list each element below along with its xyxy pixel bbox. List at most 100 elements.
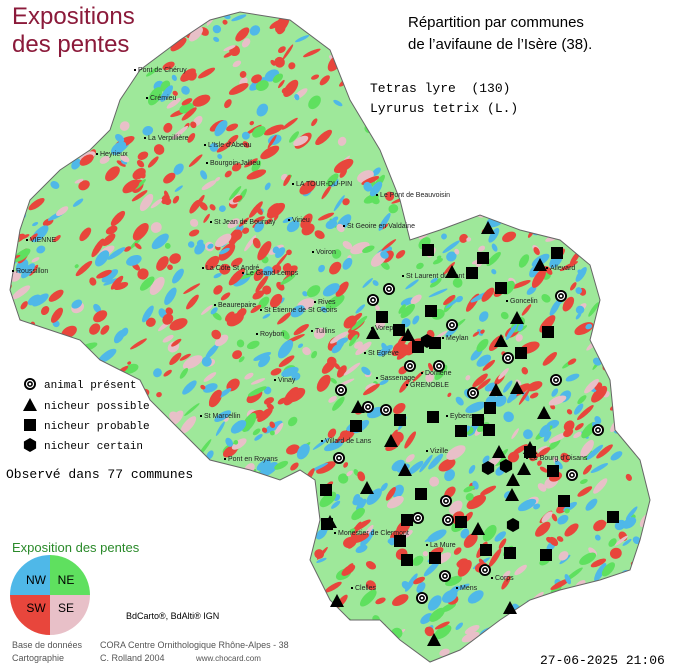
terrain-patch	[48, 289, 64, 302]
place-label: Rives	[318, 299, 336, 306]
terrain-patch	[630, 250, 646, 262]
terrain-patch	[500, 167, 513, 180]
terrain-patch	[171, 74, 177, 81]
place-label: LA TOUR-DU-PIN	[296, 181, 352, 188]
terrain-patch	[661, 329, 673, 342]
place-label: VIENNE	[30, 237, 56, 244]
terrain-patch	[548, 395, 567, 406]
terrain-patch	[442, 589, 458, 603]
terrain-patch	[535, 634, 543, 644]
terrain-patch	[263, 397, 275, 405]
terrain-patch	[665, 556, 674, 565]
place-label: St Marcellin	[204, 413, 241, 420]
terrain-patch	[50, 180, 60, 190]
terrain-patch	[645, 640, 650, 652]
terrain-patch	[188, 26, 203, 42]
terrain-patch	[235, 27, 250, 42]
terrain-patch	[319, 491, 337, 508]
terrain-patch	[68, 116, 81, 131]
quadrant	[50, 555, 90, 595]
terrain-patch	[241, 412, 257, 432]
terrain-patch	[523, 429, 533, 440]
symbol-present	[441, 496, 451, 506]
terrain-patch	[551, 388, 559, 397]
terrain-patch	[172, 125, 189, 140]
terrain-patch	[190, 121, 197, 129]
terrain-patch	[375, 305, 380, 311]
terrain-patch	[49, 525, 55, 531]
terrain-patch	[170, 529, 187, 538]
place-label: Clelles	[355, 585, 377, 592]
terrain-patch	[548, 432, 568, 443]
terrain-patch	[199, 202, 208, 211]
symbol-present	[556, 291, 566, 301]
terrain-patch	[256, 207, 263, 215]
terrain-patch	[581, 422, 597, 439]
terrain-patch	[226, 123, 239, 132]
terrain-patch	[557, 514, 569, 525]
place-dot	[242, 272, 244, 274]
terrain-patch	[117, 513, 132, 524]
terrain-patch	[316, 461, 336, 474]
terrain-patch	[300, 510, 317, 520]
terrain-patch	[256, 103, 269, 117]
terrain-patch	[184, 403, 200, 417]
symbol-present	[337, 456, 341, 460]
terrain-patch	[248, 566, 254, 574]
terrain-patch	[228, 185, 242, 201]
terrain-patch	[462, 127, 476, 141]
place-dot	[321, 440, 323, 442]
terrain-patch	[608, 203, 621, 214]
terrain-patch	[127, 565, 135, 575]
terrain-patch	[153, 667, 162, 672]
terrain-patch	[513, 88, 520, 97]
terrain-patch	[83, 489, 97, 503]
terrain-patch	[610, 0, 630, 12]
terrain-patch	[644, 451, 650, 459]
terrain-patch	[511, 428, 519, 439]
terrain-patch	[223, 51, 234, 58]
terrain-patch	[197, 513, 209, 524]
terrain-patch	[424, 142, 438, 157]
terrain-patch	[622, 517, 637, 529]
terrain-patch	[573, 403, 584, 415]
symbol-certain	[499, 459, 513, 473]
symbol-probable	[350, 420, 362, 432]
terrain-patch	[623, 119, 638, 134]
terrain-patch	[608, 123, 617, 132]
terrain-patch	[654, 593, 665, 604]
terrain-patch	[293, 135, 309, 147]
terrain-patch	[164, 513, 173, 520]
terrain-patch	[53, 353, 64, 364]
terrain-patch	[296, 525, 309, 540]
terrain-patch	[172, 90, 178, 96]
terrain-patch	[543, 210, 548, 216]
terrain-patch	[638, 143, 644, 149]
terrain-patch	[130, 338, 147, 350]
terrain-patch	[0, 625, 7, 632]
terrain-patch	[107, 247, 126, 260]
place-label: L'Isle d'Abeau	[208, 142, 252, 149]
terrain-patch	[282, 216, 294, 224]
terrain-patch	[650, 142, 669, 160]
terrain-patch	[578, 115, 590, 128]
legend-label: nicheur possible	[44, 401, 150, 413]
symbol-present	[506, 356, 510, 360]
terrain-patch	[612, 607, 621, 620]
place-label: Heyrieux	[100, 151, 128, 158]
terrain-patch	[127, 515, 138, 524]
terrain-patch	[53, 235, 61, 243]
terrain-patch	[649, 427, 656, 436]
terrain-patch	[229, 567, 243, 577]
terrain-patch	[502, 570, 511, 579]
symbol-possible	[510, 311, 524, 324]
place-dot	[12, 270, 14, 272]
terrain-patch	[488, 62, 501, 74]
terrain-patch	[422, 551, 429, 557]
terrain-patch	[322, 283, 340, 297]
terrain-patch	[636, 332, 648, 349]
terrain-patch	[115, 482, 136, 495]
terrain-patch	[529, 140, 544, 151]
terrain-patch	[98, 348, 117, 363]
terrain-patch	[385, 191, 395, 201]
